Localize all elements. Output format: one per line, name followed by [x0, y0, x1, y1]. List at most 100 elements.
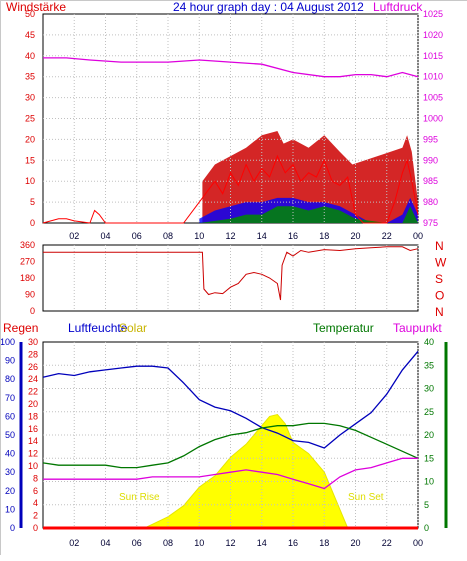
wind-axis-title: Windstärke: [6, 1, 66, 14]
humidity-tick-label: 20: [5, 486, 15, 496]
wind-tick-label: 0: [30, 218, 35, 228]
hour-tick-label: 02: [69, 231, 79, 241]
rain-tick-label: 28: [28, 349, 38, 359]
dewpoint-series: [43, 457, 418, 490]
temperature-tick-label: 35: [424, 360, 434, 370]
hour-tick-label: 10: [194, 231, 204, 241]
temperature-tick-label: 20: [424, 430, 434, 440]
temperature-series: [42, 422, 419, 469]
wind-tick-label: 30: [25, 93, 35, 103]
pressure-tick-label: 1025: [423, 9, 443, 19]
rain-tick-label: 22: [28, 387, 38, 397]
direction-tick-label: 180: [20, 273, 35, 283]
wind-tick-label: 40: [25, 51, 35, 61]
wind-direction-series: [43, 246, 419, 301]
humidity-tick-label: 60: [5, 411, 15, 421]
temperature-tick-label: 10: [424, 477, 434, 487]
temperature-tick-label: 5: [424, 500, 429, 510]
wind-tick-label: 15: [25, 155, 35, 165]
hour-tick-label: 06: [132, 538, 142, 548]
direction-tick-label: 270: [20, 257, 35, 267]
humidity-tick-label: 0: [10, 523, 15, 533]
chart-title: 24 hour graph day : 04 August 2012: [173, 1, 364, 14]
hour-tick-label: 04: [100, 231, 110, 241]
humidity-tick-label: 10: [5, 504, 15, 514]
humidity-tick-label: 40: [5, 449, 15, 459]
temperature-tick-label: 25: [424, 407, 434, 417]
pressure-tick-label: 1000: [423, 114, 443, 124]
hour-tick-label: 14: [257, 231, 267, 241]
humidity-tick-label: 30: [5, 467, 15, 477]
solar-legend-label: Solar: [119, 321, 147, 335]
compass-label: W: [435, 256, 447, 270]
hour-tick-label: 22: [382, 231, 392, 241]
humidity-axis-title: Luftfeuchte: [68, 321, 128, 335]
wind-tick-label: 5: [30, 197, 35, 207]
wind-gust-series: [202, 131, 418, 223]
wind-tick-label: 20: [25, 134, 35, 144]
hour-tick-label: 16: [288, 231, 298, 241]
wind-tick-label: 10: [25, 176, 35, 186]
rain-tick-label: 30: [28, 337, 38, 347]
compass-label: N: [435, 239, 444, 253]
rain-tick-label: 20: [28, 399, 38, 409]
wind-speed-series: [42, 154, 419, 224]
temperature-axis-title: Temperatur: [313, 321, 374, 335]
pressure-tick-label: 980: [423, 197, 438, 207]
wind-tick-label: 35: [25, 72, 35, 82]
hour-tick-label: 20: [350, 231, 360, 241]
pressure-tick-label: 995: [423, 134, 438, 144]
wind-tick-label: 45: [25, 30, 35, 40]
humidity-tick-label: 70: [5, 393, 15, 403]
rain-tick-label: 12: [28, 449, 38, 459]
pressure-series: [43, 57, 419, 78]
hour-tick-label: 16: [288, 538, 298, 548]
hour-tick-label: 18: [319, 231, 329, 241]
pressure-tick-label: 1020: [423, 30, 443, 40]
hour-tick-label: 02: [69, 538, 79, 548]
hour-tick-label: 00: [413, 538, 423, 548]
pressure-tick-label: 985: [423, 176, 438, 186]
direction-tick-label: 90: [25, 290, 35, 300]
pressure-tick-label: 1010: [423, 72, 443, 82]
rain-tick-label: 26: [28, 362, 38, 372]
hour-tick-label: 10: [194, 538, 204, 548]
direction-tick-label: 360: [20, 240, 35, 250]
hour-tick-label: 22: [382, 538, 392, 548]
compass-label: S: [435, 272, 443, 286]
temperature-tick-label: 15: [424, 453, 434, 463]
rain-tick-label: 24: [28, 374, 38, 384]
pressure-axis-title: Luftdruck: [373, 1, 423, 14]
wind-tick-label: 25: [25, 114, 35, 124]
wind-tick-label: 50: [25, 9, 35, 19]
temperature-tick-label: 40: [424, 337, 434, 347]
rain-tick-label: 2: [33, 511, 38, 521]
hour-tick-label: 04: [100, 538, 110, 548]
humidity-tick-label: 80: [5, 374, 15, 384]
humidity-tick-label: 90: [5, 356, 15, 366]
humidity-tick-label: 100: [1, 337, 15, 347]
pressure-tick-label: 975: [423, 218, 438, 228]
hour-tick-label: 20: [350, 538, 360, 548]
hour-tick-label: 12: [225, 231, 235, 241]
solar-radiation-series: [144, 413, 349, 529]
hour-tick-label: 00: [413, 231, 423, 241]
pressure-tick-label: 1015: [423, 51, 443, 61]
temperature-tick-label: 30: [424, 384, 434, 394]
dewpoint-axis-title: Taupunkt: [393, 321, 442, 335]
rain-tick-label: 10: [28, 461, 38, 471]
hour-tick-label: 06: [132, 231, 142, 241]
hour-tick-label: 18: [319, 538, 329, 548]
hour-tick-label: 14: [257, 538, 267, 548]
compass-label: O: [435, 289, 444, 303]
hour-tick-label: 12: [225, 538, 235, 548]
direction-tick-label: 0: [30, 306, 35, 316]
rain-tick-label: 6: [33, 486, 38, 496]
hour-tick-label: 08: [163, 538, 173, 548]
pressure-tick-label: 990: [423, 155, 438, 165]
rain-tick-label: 16: [28, 424, 38, 434]
rain-tick-label: 18: [28, 411, 38, 421]
wind-min-series: [199, 206, 418, 223]
rain-tick-label: 8: [33, 473, 38, 483]
